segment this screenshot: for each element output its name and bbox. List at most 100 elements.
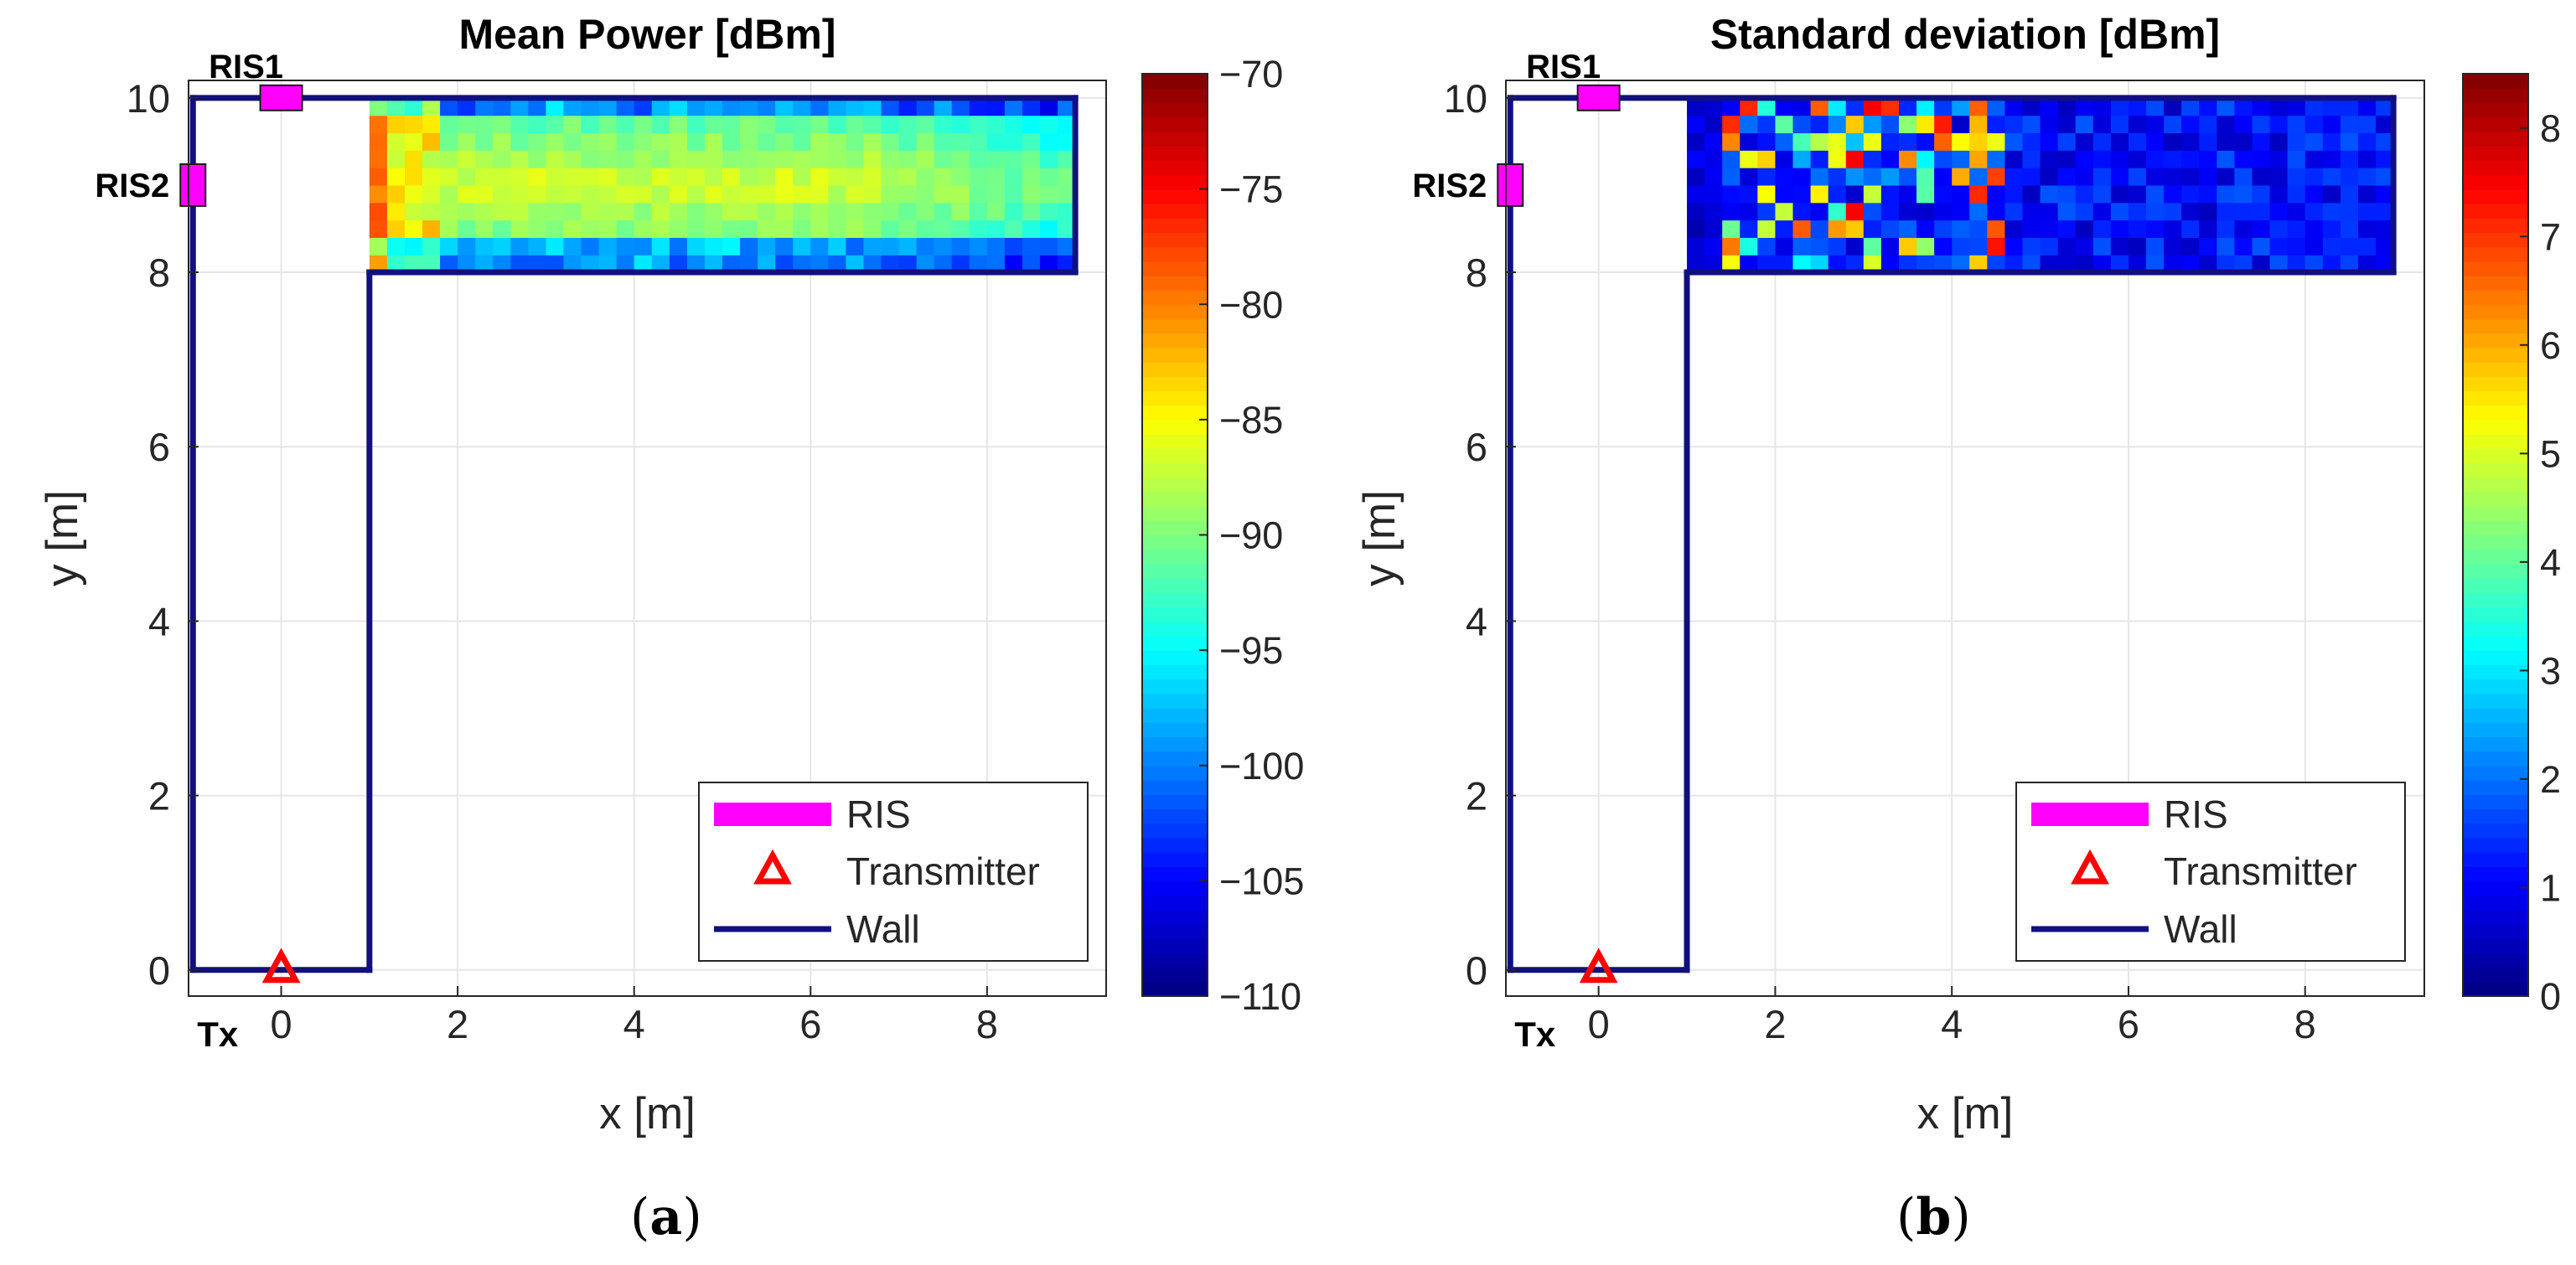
heatmap-cell xyxy=(458,219,476,238)
heatmap-cell xyxy=(722,115,741,134)
heatmap-cell xyxy=(704,237,723,256)
colorbar-segment xyxy=(1142,794,1208,810)
heatmap-cell xyxy=(1757,150,1777,168)
ris-label: RIS2 xyxy=(95,168,169,204)
heatmap-cell xyxy=(2287,202,2306,221)
heatmap-cell xyxy=(1845,219,1865,238)
colorbar-segment xyxy=(2463,477,2528,493)
heatmap-cell xyxy=(1845,255,1865,273)
colorbar-tick-label: 1 xyxy=(2540,866,2561,909)
heatmap-cell xyxy=(934,132,953,151)
heatmap-cell xyxy=(1740,168,1758,186)
chart-title: Standard deviation [dBm] xyxy=(1710,11,2220,58)
heatmap-cell xyxy=(934,115,953,134)
heatmap-cell xyxy=(2128,184,2147,204)
heatmap-cell xyxy=(2304,184,2324,204)
heatmap-cell xyxy=(404,115,423,134)
heatmap-cell xyxy=(598,150,618,168)
colorbar-segment xyxy=(1142,160,1208,176)
heatmap-cell xyxy=(2092,237,2112,256)
heatmap-cell xyxy=(2146,115,2165,134)
heatmap-cell xyxy=(916,132,935,151)
heatmap-cell xyxy=(951,202,970,221)
heatmap-cell xyxy=(986,97,1006,116)
colorbar-tick-label: 4 xyxy=(2540,541,2561,584)
heatmap-cell xyxy=(2252,184,2271,204)
heatmap-cell xyxy=(2128,97,2147,116)
heatmap-cell xyxy=(2146,202,2165,221)
heatmap-cell xyxy=(1969,150,1988,168)
heatmap-cell xyxy=(2322,168,2341,186)
heatmap-cell xyxy=(2269,150,2289,168)
heatmap-cell xyxy=(846,255,865,273)
heatmap-cell xyxy=(2110,184,2129,204)
heatmap-cell xyxy=(828,255,846,273)
heatmap-cell xyxy=(1987,255,2006,273)
heatmap-cell xyxy=(1880,255,1900,273)
colorbar-segment xyxy=(2463,74,2528,90)
heatmap-cell xyxy=(2075,97,2094,116)
heatmap-cell xyxy=(1863,255,1882,273)
heatmap-cell xyxy=(422,132,441,151)
heatmap-cell xyxy=(404,219,423,238)
heatmap-cell xyxy=(2322,97,2341,116)
heatmap-cell xyxy=(2252,202,2271,221)
heatmap-cell xyxy=(863,115,882,134)
heatmap-cell xyxy=(740,97,758,116)
heatmap-cell xyxy=(1898,219,1917,238)
heatmap-cell xyxy=(528,255,547,273)
heatmap-cell xyxy=(440,184,458,204)
colorbar-segment xyxy=(2463,131,2528,147)
heatmap-cell xyxy=(651,184,670,204)
heatmap-cell xyxy=(898,168,918,186)
heatmap-cell xyxy=(2128,202,2147,221)
heatmap-cell xyxy=(598,132,618,151)
heatmap-cell xyxy=(598,237,618,256)
heatmap-cell xyxy=(898,97,918,116)
heatmap-cell xyxy=(2252,168,2271,186)
heatmap-cell xyxy=(440,115,458,134)
y-tick-label: 2 xyxy=(148,774,170,818)
heatmap-cell xyxy=(546,219,565,238)
ris-label: RIS1 xyxy=(209,49,283,85)
heatmap-cell xyxy=(758,255,776,273)
heatmap-cell xyxy=(1952,115,1970,134)
heatmap-cell xyxy=(2040,132,2059,151)
heatmap-cell xyxy=(846,168,865,186)
heatmap-cell xyxy=(2040,237,2059,256)
heatmap-cell xyxy=(1022,184,1041,204)
heatmap-cell xyxy=(2269,219,2289,238)
colorbar-segment xyxy=(2463,578,2528,594)
heatmap-cell xyxy=(2340,237,2359,256)
heatmap-cell xyxy=(1828,184,1847,204)
heatmap-cell xyxy=(969,132,988,151)
x-tick-label: 0 xyxy=(270,1002,292,1046)
heatmap-cell xyxy=(846,237,865,256)
heatmap-cell xyxy=(2075,219,2094,238)
heatmap-cell xyxy=(758,219,776,238)
heatmap-cell xyxy=(616,97,635,116)
heatmap-cell xyxy=(2092,202,2112,221)
colorbar-segment xyxy=(1142,203,1208,219)
heatmap-cell xyxy=(1004,219,1023,238)
heatmap-cell xyxy=(458,255,476,273)
heatmap-cell xyxy=(669,132,688,151)
legend-entry: Transmitter xyxy=(846,849,1040,893)
heatmap-cell xyxy=(951,219,970,238)
heatmap-cell xyxy=(598,255,618,273)
heatmap-cell xyxy=(546,255,565,273)
heatmap-cell xyxy=(2322,150,2341,168)
heatmap-cell xyxy=(669,202,688,221)
heatmap-cell xyxy=(2357,132,2377,151)
heatmap-cell xyxy=(2199,237,2217,256)
heatmap-cell xyxy=(1952,132,1970,151)
heatmap-cell xyxy=(951,97,970,116)
colorbar-segment xyxy=(1142,909,1208,925)
heatmap-cell xyxy=(1810,115,1829,134)
heatmap-cell xyxy=(2216,255,2236,273)
heatmap-cell xyxy=(440,132,458,151)
colorbar-segment xyxy=(1142,895,1208,911)
heatmap-cell xyxy=(2322,202,2341,221)
heatmap-cell xyxy=(1722,202,1741,221)
heatmap-cell xyxy=(2287,184,2306,204)
